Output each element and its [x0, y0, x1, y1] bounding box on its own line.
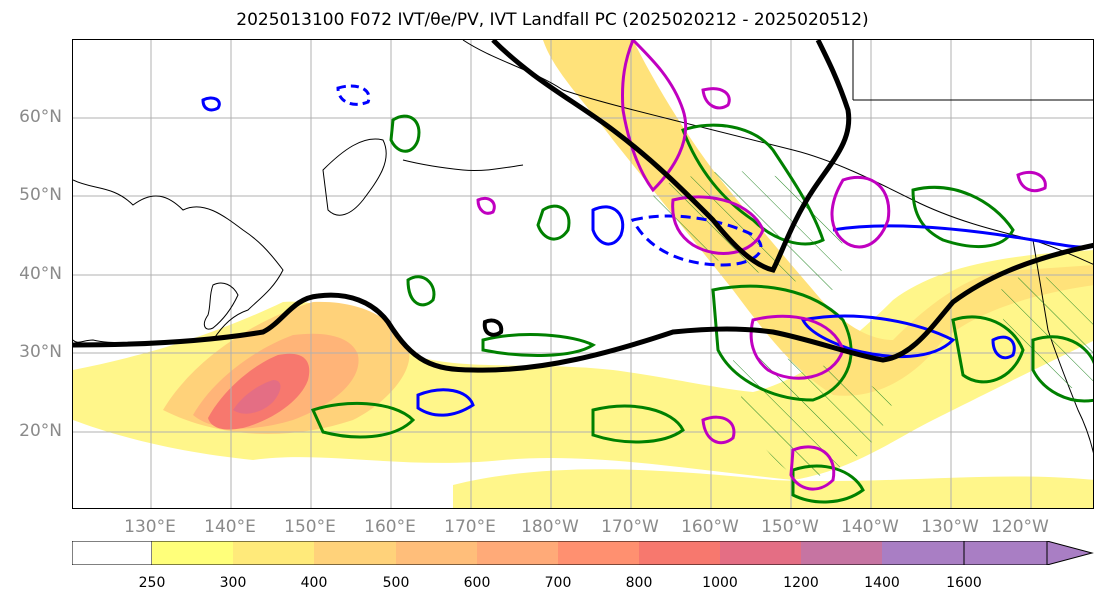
lat-label-40n: 40°N	[19, 264, 62, 284]
ivt-band-1000	[233, 380, 281, 414]
colorbar-segment-1200	[801, 541, 882, 565]
lon-label-130e: 130°E	[124, 517, 176, 537]
ivt-black-contour	[73, 40, 1093, 373]
lon-label-120w: 120°W	[991, 517, 1049, 537]
colorbar-segment-0	[72, 541, 153, 565]
ivt-band-southern	[453, 469, 1093, 508]
ivt-band-jet	[543, 40, 1093, 396]
aleutian-arc	[402, 159, 524, 171]
map-svg	[73, 40, 1093, 508]
colorbar-segment-1400	[882, 541, 964, 565]
lon-label-170e: 170°E	[444, 517, 496, 537]
colorbar-label-500: 500	[382, 575, 410, 591]
lon-label-160e: 160°E	[364, 517, 416, 537]
colorbar-label-1000: 1000	[702, 575, 738, 591]
map-panel	[72, 39, 1094, 509]
colorbar-label-1600: 1600	[946, 575, 982, 591]
lon-label-180w: 180°W	[521, 517, 579, 537]
colorbar-segment-300	[233, 541, 314, 565]
lon-label-150e: 150°E	[284, 517, 336, 537]
colorbar-segment-800	[639, 541, 720, 565]
lon-label-140w: 140°W	[841, 517, 899, 537]
colorbar-segment-700	[558, 541, 639, 565]
pv-magenta-contours	[476, 40, 1047, 491]
colorbar-label-1400: 1400	[864, 575, 900, 591]
colorbar-segment-1000	[720, 541, 801, 565]
colorbar-segment-600	[477, 541, 558, 565]
lon-label-160w: 160°W	[681, 517, 739, 537]
colorbar-label-700: 700	[544, 575, 572, 591]
lat-label-30n: 30°N	[19, 342, 62, 362]
kamchatka-coast	[322, 138, 387, 216]
theta-e-contours	[310, 114, 1093, 504]
lon-label-140e: 140°E	[204, 517, 256, 537]
colorbar-extend-arrow	[963, 541, 1094, 565]
lon-label-150w: 150°W	[761, 517, 819, 537]
colorbar-segment-400	[314, 541, 396, 565]
lat-label-50n: 50°N	[19, 185, 62, 205]
ivt-colorbar	[72, 541, 1094, 565]
canada-border	[852, 40, 1093, 101]
colorbar-segment-500	[396, 541, 477, 565]
colorbar-label-300: 300	[219, 575, 247, 591]
japan-coast	[203, 282, 239, 330]
map-title: 2025013100 F072 IVT/θe/PV, IVT Landfall …	[236, 10, 869, 30]
ivt-landfall-pc-hatching	[653, 171, 1093, 480]
lat-label-20n: 20°N	[19, 421, 62, 441]
colorbar-label-600: 600	[463, 575, 491, 591]
colorbar-label-800: 800	[625, 575, 653, 591]
lat-label-60n: 60°N	[19, 107, 62, 127]
graticule	[73, 40, 1093, 508]
colorbar-label-1200: 1200	[783, 575, 819, 591]
colorbar-label-400: 400	[300, 575, 328, 591]
lon-label-130w: 130°W	[921, 517, 979, 537]
colorbar-segment-250	[152, 541, 233, 565]
colorbar-label-250: 250	[138, 575, 166, 591]
lon-label-170w: 170°W	[601, 517, 659, 537]
